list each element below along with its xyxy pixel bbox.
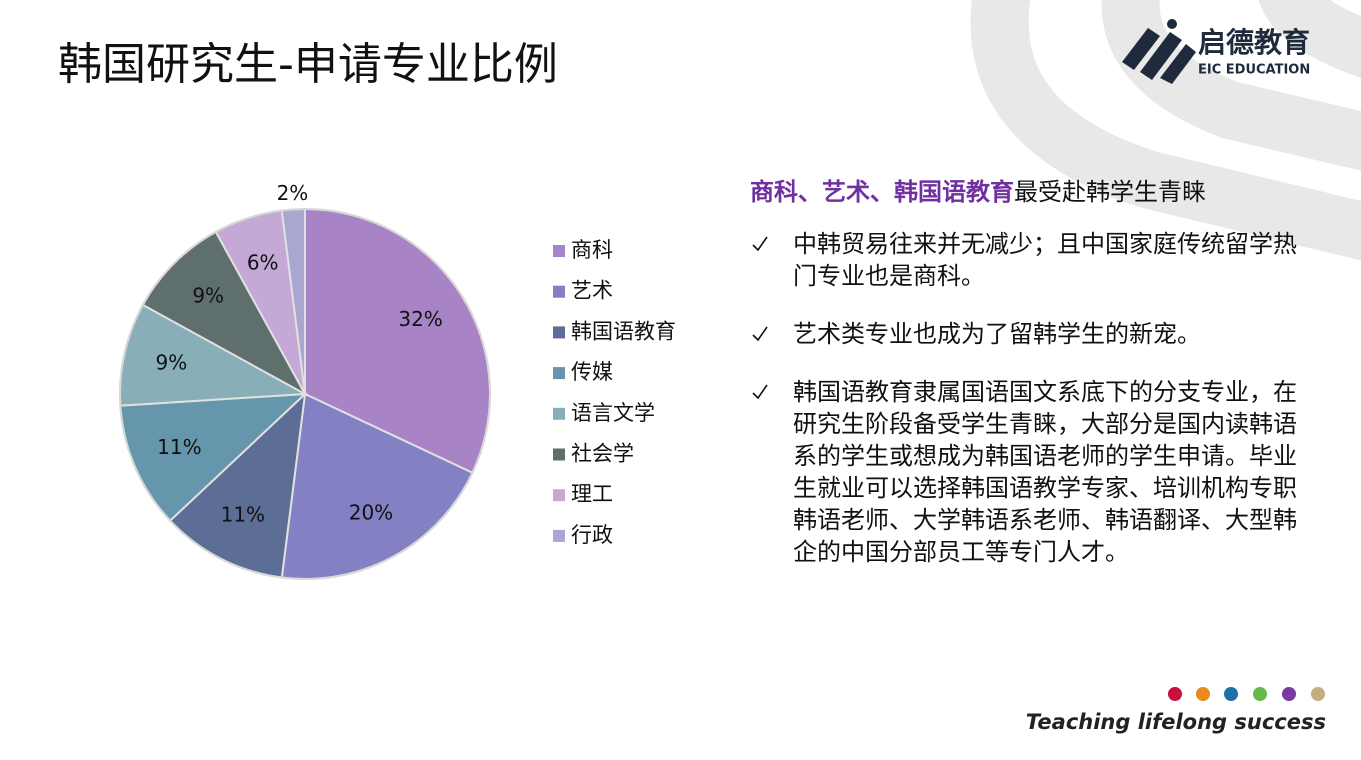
data-label: 20% bbox=[349, 500, 393, 524]
legend-swatch bbox=[553, 245, 565, 257]
check-icon bbox=[752, 384, 768, 400]
pie-border bbox=[119, 208, 491, 580]
heading-rest: 最受赴韩学生青睐 bbox=[1014, 178, 1206, 206]
bullet: 艺术类专业也成为了留韩学生的新宠。 bbox=[750, 318, 1315, 350]
legend-swatch bbox=[553, 489, 565, 502]
data-label: 9% bbox=[192, 284, 224, 308]
logo-name: 启德教育 bbox=[1198, 26, 1310, 59]
legend-swatch bbox=[553, 448, 565, 461]
data-label: 6% bbox=[247, 250, 279, 274]
legend-label: 传媒 bbox=[571, 360, 613, 384]
bullet-text: 韩国语教育隶属国语国文系底下的分支专业，在研究生阶段备受学生青睐，大部分是国内读… bbox=[793, 378, 1297, 566]
legend-label: 商科 bbox=[571, 238, 613, 262]
legend-label: 理工 bbox=[571, 482, 613, 506]
legend-label: 语言文学 bbox=[571, 401, 655, 425]
legend-swatch bbox=[553, 407, 565, 420]
legend-label: 韩国语教育 bbox=[571, 319, 676, 343]
legend-swatch bbox=[553, 529, 565, 542]
bullet-text: 中韩贸易往来并无减少；且中国家庭传统留学热门专业也是商科。 bbox=[793, 230, 1297, 290]
legend-label: 艺术 bbox=[571, 279, 613, 303]
logo-icon bbox=[1122, 19, 1196, 84]
data-label: 9% bbox=[156, 351, 188, 375]
bullet: 中韩贸易往来并无减少；且中国家庭传统留学热门专业也是商科。 bbox=[750, 228, 1315, 292]
pie-chart: 32% 20% 11% 11% 9% 9% 6% 2% 商科艺术韩国语教育传媒语言文学社会学理工… bbox=[119, 181, 676, 580]
data-label: 2% bbox=[277, 181, 309, 205]
bullet-list: 中韩贸易往来并无减少；且中国家庭传统留学热门专业也是商科。艺术类专业也成为了留韩… bbox=[750, 228, 1320, 568]
data-label: 11% bbox=[157, 435, 201, 459]
bullet-text: 艺术类专业也成为了留韩学生的新宠。 bbox=[793, 320, 1201, 348]
check-icon bbox=[752, 236, 768, 252]
slogan: Teaching lifelong success bbox=[1025, 710, 1326, 734]
check-icon bbox=[752, 326, 768, 342]
slide-title: 韩国研究生-申请专业比例 bbox=[58, 39, 558, 90]
legend-label: 社会学 bbox=[571, 442, 634, 466]
bullet: 韩国语教育隶属国语国文系底下的分支专业，在研究生阶段备受学生青睐，大部分是国内读… bbox=[750, 376, 1315, 568]
data-label: 32% bbox=[398, 307, 442, 331]
notes: 商科、艺术、韩国语教育最受赴韩学生青睐 中韩贸易往来并无减少；且中国家庭传统留学… bbox=[750, 174, 1320, 594]
legend-swatch bbox=[553, 326, 565, 339]
legend-label: 行政 bbox=[571, 523, 613, 547]
footer-dots bbox=[1168, 687, 1325, 701]
legend-swatch bbox=[553, 285, 565, 298]
data-label: 11% bbox=[221, 502, 265, 526]
legend-swatch bbox=[553, 367, 565, 380]
heading-highlight: 商科、艺术、韩国语教育 bbox=[750, 178, 1014, 206]
notes-heading: 商科、艺术、韩国语教育最受赴韩学生青睐 bbox=[750, 174, 1320, 210]
logo-sub: EIC EDUCATION bbox=[1198, 63, 1310, 78]
